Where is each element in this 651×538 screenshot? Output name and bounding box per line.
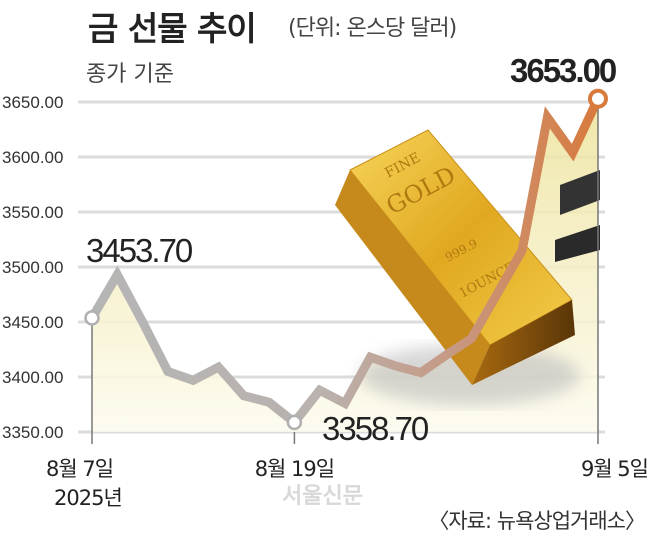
tweezers-icon (560, 170, 600, 215)
y-tick-label: 3600.00 (2, 148, 63, 167)
endpoint-marker (286, 414, 303, 431)
gold-bar-side (472, 300, 575, 385)
y-tick-label: 3650.00 (2, 93, 63, 112)
price-line (84, 88, 608, 431)
axes (91, 98, 599, 444)
value-annotation: 3453.70 (86, 232, 193, 269)
x-tick-sublabel: 2025년 (54, 486, 122, 510)
x-tick-label: 9월 5일 (581, 457, 648, 481)
endpoint-marker (588, 88, 608, 109)
value-annotation: 3653.00 (510, 52, 616, 89)
value-annotation: 3358.70 (322, 410, 429, 447)
gold-bar-image: FINE GOLD 999.9 1OUNCE (335, 129, 600, 405)
chart-title: 금 선물 추이 (88, 9, 257, 48)
x-tick-label: 8월 7일 (46, 457, 113, 481)
labels: 3453.70 3358.70 3653.00 8월 7일 2025년 8월 19일 9월 … (46, 52, 649, 510)
series-line (88, 96, 603, 429)
y-tick-label: 3350.00 (2, 423, 63, 442)
y-tick-label: 3500.00 (2, 258, 63, 277)
gold-bar-front (335, 170, 490, 385)
chart-subtitle: 종가 기준 (86, 62, 174, 87)
y-tick-label: 3450.00 (2, 313, 63, 332)
watermark: 서울신문 (282, 484, 363, 509)
tweezers-icon (555, 225, 600, 262)
y-tick-label: 3400.00 (2, 368, 63, 387)
source-note: 〈자료: 뉴욕상업거래소〉 (428, 509, 646, 533)
endpoint-marker (84, 310, 100, 326)
x-tick-label: 8월 19일 (255, 457, 334, 481)
unit-label: (단위: 온스당 달러) (288, 16, 457, 41)
y-tick-label: 3550.00 (2, 203, 63, 222)
